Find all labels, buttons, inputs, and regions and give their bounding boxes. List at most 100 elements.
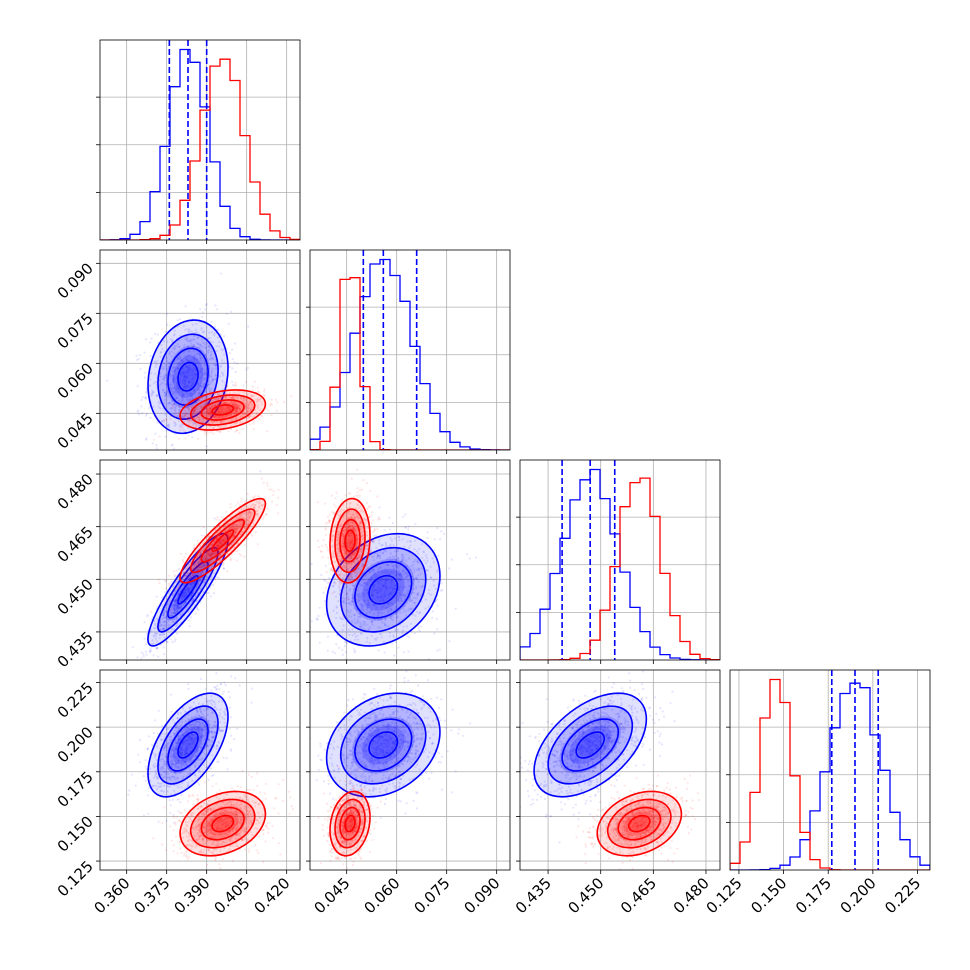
- scatter-panel-2-0: [100, 460, 300, 660]
- contour-blue: [533, 692, 648, 798]
- contour-red: [189, 394, 256, 426]
- density-level-red: [199, 517, 247, 564]
- contour-blue: [368, 574, 399, 605]
- x-tick-label-2-0: 0.435: [512, 874, 555, 917]
- histogram-red: [730, 678, 930, 870]
- panel-frame: [729, 669, 931, 871]
- density-level-red: [180, 389, 266, 430]
- contour-red: [339, 518, 361, 563]
- x-tick-label-1-1: 0.060: [360, 874, 403, 917]
- density-level-blue: [166, 345, 211, 408]
- density-level-blue: [370, 577, 397, 603]
- density-level-blue: [326, 693, 440, 797]
- contour-red: [344, 814, 356, 833]
- grid-lines: [100, 460, 300, 660]
- contour-blue: [167, 347, 209, 406]
- density-level-red: [616, 805, 663, 842]
- x-tick-label-0-3: 0.405: [210, 874, 253, 917]
- scatter-points-blue: [127, 670, 253, 824]
- contour-blue: [147, 532, 229, 647]
- panel-frame: [99, 39, 301, 241]
- y-tick-label-2-0: 0.435: [54, 628, 97, 671]
- grid-lines: [520, 670, 720, 870]
- contour-red: [329, 497, 371, 584]
- density-level-red: [180, 791, 266, 856]
- scatter-panel-3-2: [520, 670, 720, 870]
- panel-frame: [309, 459, 511, 661]
- contour-red: [334, 798, 366, 849]
- contour-red: [211, 404, 235, 416]
- panel-frame: [99, 669, 301, 871]
- scatter-panel-2-1: [310, 460, 510, 660]
- contour-blue: [339, 546, 427, 633]
- density-level-red: [345, 531, 355, 551]
- density-level-red: [180, 498, 266, 583]
- x-tick-label-1-2: 0.075: [410, 874, 453, 917]
- x-tick-label-3-3: 0.200: [837, 874, 880, 917]
- histogram-blue: [100, 48, 300, 240]
- density-level-red: [338, 517, 361, 564]
- density-level-blue: [577, 733, 603, 757]
- contour-blue: [339, 705, 427, 785]
- contour-blue: [354, 718, 413, 772]
- contour-blue: [177, 574, 199, 605]
- contour-blue: [147, 692, 229, 798]
- x-tick-label-2-2: 0.465: [617, 874, 660, 917]
- contour-red: [617, 806, 662, 841]
- density-level-blue: [340, 706, 426, 784]
- contour-blue: [547, 705, 634, 785]
- histogram-panel-1: [310, 250, 510, 450]
- density-level-red: [199, 805, 247, 842]
- density-level-red: [213, 531, 233, 551]
- density-level-red: [190, 799, 255, 848]
- density-level-red: [629, 816, 649, 831]
- density-level-blue: [173, 725, 203, 765]
- x-tick-label-3-4: 0.225: [881, 874, 924, 917]
- scatter-points-blue: [310, 670, 472, 819]
- scatter-panel-1-0: [100, 250, 300, 450]
- contour-red: [179, 790, 267, 857]
- density-level-blue: [179, 733, 197, 757]
- panel-frame: [519, 669, 721, 871]
- contour-red: [596, 790, 683, 857]
- contour-blue: [325, 692, 441, 798]
- density-level-red: [190, 509, 255, 573]
- histogram-panel-0: [100, 40, 300, 240]
- contour-red: [200, 399, 245, 421]
- density-level-blue: [326, 533, 440, 646]
- x-tick-label-2-1: 0.450: [564, 874, 607, 917]
- contour-red: [339, 806, 361, 841]
- y-tick-label-1-2: 0.075: [54, 309, 97, 352]
- contour-blue: [575, 731, 606, 759]
- scatter-panel-3-0: [100, 670, 300, 870]
- contour-red: [200, 806, 245, 841]
- panel-frame: [309, 249, 511, 451]
- histogram-panel-3: [730, 670, 930, 870]
- contour-red: [179, 389, 267, 431]
- contour-blue: [157, 333, 219, 421]
- panel-frame: [519, 459, 721, 661]
- density-level-red: [190, 394, 255, 425]
- contour-red: [334, 508, 366, 574]
- contour-blue: [167, 718, 209, 772]
- density-level-blue: [569, 725, 612, 765]
- density-level-blue: [157, 547, 218, 632]
- contour-blue: [368, 731, 399, 759]
- density-level-blue: [166, 716, 210, 774]
- histogram-red: [100, 58, 300, 240]
- x-tick-label-2-3: 0.480: [670, 874, 713, 917]
- scatter-panel-3-1: [310, 670, 510, 870]
- density-level-red: [345, 816, 355, 831]
- histogram-blue: [730, 682, 930, 870]
- histogram-panel-2: [520, 460, 720, 660]
- y-tick-label-3-1: 0.150: [54, 813, 97, 856]
- contour-red: [627, 814, 651, 833]
- y-tick-label-3-3: 0.200: [54, 723, 97, 766]
- contour-red: [179, 497, 267, 584]
- density-level-blue: [362, 568, 405, 611]
- density-level-blue: [179, 363, 198, 390]
- y-tick-label-3-4: 0.225: [54, 679, 97, 722]
- contour-red: [606, 798, 672, 849]
- density-level-blue: [352, 716, 415, 774]
- density-level-blue: [548, 706, 633, 784]
